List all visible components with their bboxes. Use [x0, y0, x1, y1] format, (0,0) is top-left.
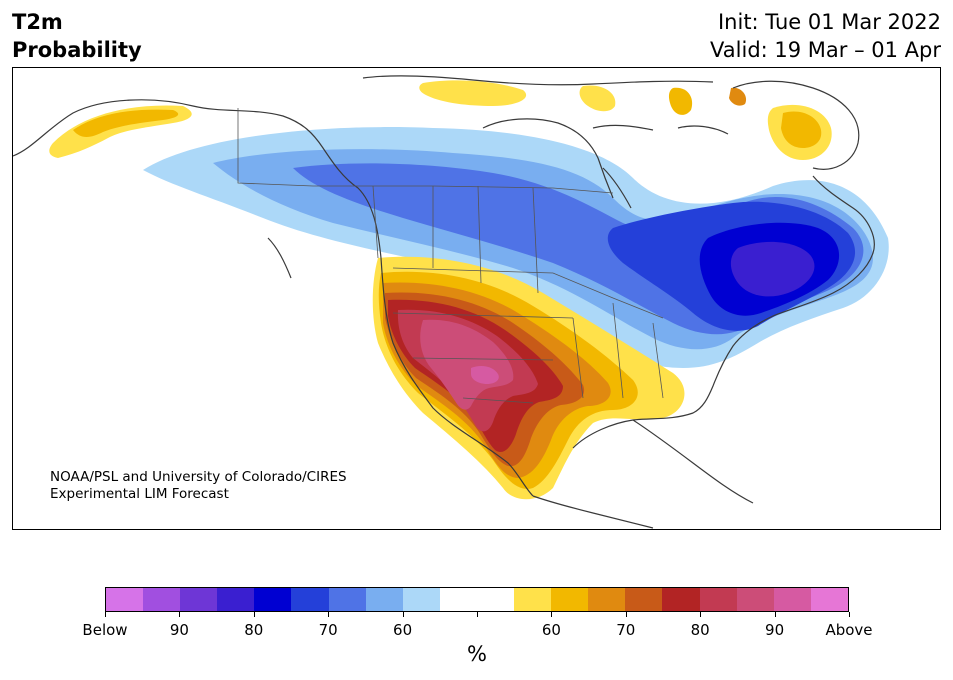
title-variable: T2m [12, 10, 63, 34]
colorbar-tick-label: Below [82, 621, 128, 639]
init-date: Init: Tue 01 Mar 2022 [717, 10, 941, 34]
map-title: T2m Probability [12, 8, 142, 64]
colorbar-segment [699, 588, 737, 611]
colorbar-tick-label: 70 [318, 621, 338, 639]
colorbar-tick [105, 612, 106, 617]
probability-colorbar [105, 587, 849, 612]
colorbar-tick-label: 60 [541, 621, 561, 639]
colorbar-segment [402, 588, 440, 611]
colorbar-tick [328, 612, 330, 617]
colorbar-segment [143, 588, 181, 611]
warm-patch-arctic-4 [729, 87, 747, 106]
colorbar-tick-label: Above [825, 621, 873, 639]
colorbar-segment [106, 588, 144, 611]
colorbar-tick [253, 612, 255, 617]
colorbar-unit: % [467, 642, 487, 666]
colorbar-segment [625, 588, 663, 611]
cold-region-extreme [730, 241, 815, 297]
warm-patch-arctic-2 [579, 85, 616, 112]
credit-line-1: NOAA/PSL and University of Colorado/CIRE… [50, 469, 347, 485]
colorbar-segment [810, 588, 848, 611]
colorbar-tick [179, 612, 181, 617]
colorbar-tick [700, 612, 702, 617]
colorbar-tick-label: 80 [244, 621, 264, 639]
colorbar-segment [254, 588, 292, 611]
colorbar-segment [662, 588, 700, 611]
warm-patch-alaska-core [73, 109, 179, 137]
north-america-map [13, 75, 889, 529]
colorbar-segment [180, 588, 218, 611]
colorbar-segment [588, 588, 626, 611]
colorbar-tick-label: 70 [616, 621, 636, 639]
political-boundaries [237, 108, 664, 404]
colorbar-segment [328, 588, 366, 611]
forecast-dates: Init: Tue 01 Mar 2022 Valid: 19 Mar – 01… [710, 8, 941, 64]
valid-period: Valid: 19 Mar – 01 Apr [710, 38, 941, 62]
colorbar-tick-label: 80 [690, 621, 710, 639]
colorbar-tick [477, 612, 478, 617]
colorbar-segment [514, 588, 552, 611]
coastlines [13, 75, 875, 529]
colorbar-segment [439, 588, 477, 611]
colorbar-tick [402, 612, 404, 617]
map-panel: NOAA/PSL and University of Colorado/CIRE… [12, 67, 941, 530]
colorbar-tick [625, 612, 627, 617]
warm-patch-arctic-1 [419, 80, 527, 106]
colorbar-segment [773, 588, 811, 611]
colorbar-segment [365, 588, 403, 611]
colorbar-segment [291, 588, 329, 611]
colorbar-tick-label: 60 [393, 621, 413, 639]
colorbar-tick-label: 90 [169, 621, 189, 639]
warm-patch-greenland-core [781, 111, 822, 148]
warm-region-max [420, 319, 514, 410]
credit-text: NOAA/PSL and University of Colorado/CIRE… [50, 469, 347, 503]
colorbar-segment [736, 588, 774, 611]
colorbar-tick [551, 612, 553, 617]
warm-region-peak [471, 366, 499, 384]
colorbar-segment [476, 588, 515, 611]
colorbar-tick-label: 90 [765, 621, 785, 639]
colorbar-segment [551, 588, 589, 611]
warm-patch-arctic-3 [668, 87, 693, 115]
title-product: Probability [12, 38, 142, 62]
colorbar-tick [774, 612, 776, 617]
credit-line-2: Experimental LIM Forecast [50, 486, 229, 502]
colorbar-tick [849, 612, 850, 617]
colorbar-segment [217, 588, 255, 611]
